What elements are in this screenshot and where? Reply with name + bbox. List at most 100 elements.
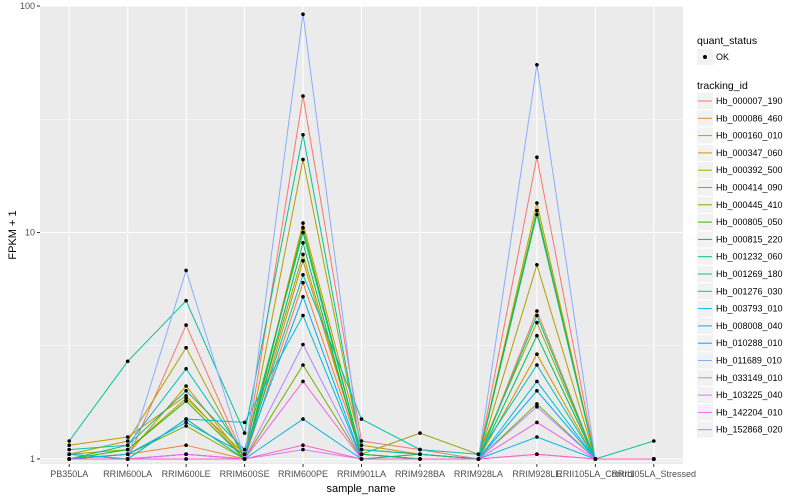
- legend-label: Hb_152868_020: [716, 425, 783, 435]
- data-point: [301, 280, 305, 285]
- data-point: [535, 420, 539, 425]
- data-point: [359, 439, 364, 443]
- data-point: [652, 439, 656, 443]
- shape-legend-items: OK: [697, 49, 729, 65]
- data-point: [301, 133, 305, 137]
- data-point: [125, 435, 130, 439]
- data-point: [535, 402, 539, 406]
- data-point: [652, 457, 656, 461]
- y-tick-label: 100: [20, 1, 35, 11]
- legend-label: Hb_000815_220: [716, 234, 783, 244]
- x-tick-label: RRIM600SE: [220, 469, 270, 479]
- data-point: [301, 225, 305, 230]
- data-point: [242, 452, 247, 457]
- data-point: [242, 431, 247, 435]
- legend-label: Hb_000086_460: [716, 113, 783, 123]
- data-point: [535, 309, 539, 313]
- legend-label: Hb_103225_040: [716, 390, 783, 400]
- data-point: [184, 384, 188, 388]
- data-point: [301, 94, 305, 98]
- x-axis: PB350LA RRIM600LA RRIM600LE RRIM600SE RRIM60…: [50, 464, 696, 479]
- legend-label: Hb_000414_090: [716, 183, 783, 193]
- legend-label: Hb_008008_040: [716, 321, 783, 331]
- data-point: [184, 457, 188, 461]
- data-point: [184, 298, 188, 303]
- data-point: [535, 452, 539, 457]
- data-point: [125, 359, 130, 364]
- data-point: [535, 313, 539, 318]
- color-legend-title: tracking_id: [697, 80, 748, 92]
- legend-label: Hb_001276_030: [716, 286, 783, 296]
- data-point: [184, 443, 188, 448]
- y-axis-title: FPKM + 1: [7, 210, 19, 259]
- data-point: [301, 12, 305, 16]
- data-point: [359, 417, 364, 421]
- data-point: [184, 399, 188, 403]
- legend-label: Hb_003793_010: [716, 304, 783, 314]
- data-point: [242, 447, 247, 452]
- data-point: [535, 155, 539, 159]
- data-point: [67, 452, 71, 457]
- data-point: [359, 457, 364, 461]
- x-tick-label: PB350LA: [50, 469, 88, 479]
- grid-lines: [40, 5, 683, 464]
- data-point: [301, 447, 305, 452]
- data-point: [535, 212, 539, 217]
- data-point: [535, 389, 539, 393]
- data-point: [593, 457, 598, 461]
- legend-label: Hb_001269_180: [716, 269, 783, 279]
- x-tick-label: RRIM901LA: [337, 469, 386, 479]
- data-point: [67, 443, 71, 448]
- data-point: [301, 273, 305, 277]
- legend-label: Hb_000392_500: [716, 165, 783, 175]
- data-point: [184, 452, 188, 457]
- x-tick-label: RRII105LA_Control: [556, 469, 634, 479]
- legend-label: Hb_010288_010: [716, 338, 783, 348]
- legend-label: OK: [716, 52, 729, 62]
- data-point: [242, 457, 247, 461]
- data-point: [535, 333, 539, 338]
- color-legend-items: Hb_000007_190 Hb_000086_460 Hb_000160_010 H…: [697, 93, 783, 438]
- y-axis: 1 10 100: [20, 1, 40, 464]
- y-tick-label: 10: [25, 227, 35, 237]
- data-point: [184, 345, 188, 350]
- data-point: [125, 443, 130, 448]
- data-point: [535, 363, 539, 367]
- data-point: [301, 295, 305, 299]
- legend-label: Hb_033149_010: [716, 373, 783, 383]
- data-point: [184, 389, 188, 393]
- data-point: [301, 443, 305, 448]
- data-point: [535, 63, 539, 67]
- data-point: [359, 452, 364, 457]
- legend-label: Hb_000007_190: [716, 96, 783, 106]
- data-point: [418, 447, 422, 452]
- data-point: [67, 447, 71, 452]
- legend-label: Hb_142204_010: [716, 407, 783, 417]
- data-point: [184, 367, 188, 371]
- data-point: [184, 420, 188, 425]
- data-point: [184, 268, 188, 273]
- legend-point-symbol: [703, 55, 707, 59]
- data-point: [359, 443, 364, 448]
- data-point: [476, 452, 481, 457]
- legend-label: Hb_001232_060: [716, 252, 783, 262]
- data-point: [184, 417, 188, 421]
- data-point: [301, 417, 305, 421]
- data-point: [301, 241, 305, 245]
- x-tick-label: RRIM928LA: [454, 469, 503, 479]
- data-point: [301, 259, 305, 263]
- legend: quant_status OK tracking_id Hb_000007_19…: [697, 35, 783, 438]
- data-point: [184, 394, 188, 398]
- data-point: [125, 457, 130, 461]
- data-point: [67, 439, 71, 443]
- x-tick-label: RRIM600LA: [103, 469, 152, 479]
- data-point: [418, 452, 422, 457]
- data-point: [301, 363, 305, 367]
- data-point: [301, 379, 305, 384]
- data-point: [301, 342, 305, 347]
- data-point: [184, 323, 188, 327]
- data-point: [184, 396, 188, 401]
- x-tick-label: RRIM928BA: [395, 469, 445, 479]
- data-point: [125, 452, 130, 457]
